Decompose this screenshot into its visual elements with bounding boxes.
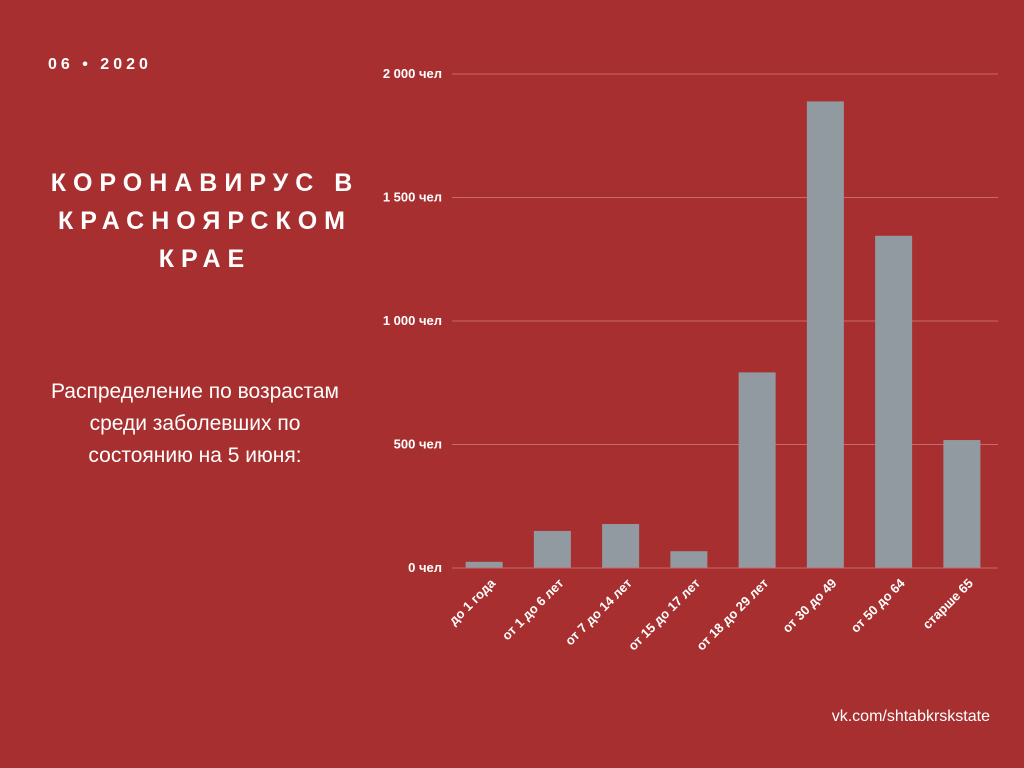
bar <box>806 101 844 569</box>
chart-description: Распределение по возрастам среди заболев… <box>20 376 370 472</box>
bar <box>602 524 640 568</box>
y-tick-label: 1 000 чел <box>383 313 442 328</box>
x-tick-label: от 18 до 29 лет <box>693 576 771 654</box>
x-tick-label: от 50 до 64 <box>848 575 909 636</box>
headline-line-1: КОРОНАВИРУС В <box>50 169 360 197</box>
x-tick-label: от 1 до 6 лет <box>499 576 567 644</box>
bar <box>943 440 981 568</box>
source-link[interactable]: vk.com/shtabkrskstate <box>831 708 990 725</box>
headline-line-3: КРАЕ <box>158 245 252 273</box>
date-label: 06 • 2020 <box>48 56 152 73</box>
description-line-3: состоянию на 5 июня: <box>88 444 302 467</box>
bar <box>670 551 708 568</box>
bar <box>738 372 776 568</box>
x-tick-label: от 15 до 17 лет <box>625 576 703 654</box>
bar <box>533 530 571 568</box>
headline-line-2: КРАСНОЯРСКОМ <box>58 207 352 235</box>
x-tick-label: от 30 до 49 <box>779 576 839 636</box>
headline: КОРОНАВИРУС В КРАСНОЯРСКОМ КРАЕ <box>30 164 380 278</box>
bar <box>875 235 913 568</box>
y-tick-label: 500 чел <box>394 437 442 452</box>
x-tick-label: от 7 до 14 лет <box>562 576 635 649</box>
y-tick-label: 1 500 чел <box>383 190 442 205</box>
bar <box>465 561 503 568</box>
y-tick-label: 2 000 чел <box>383 66 442 81</box>
description-line-2: среди заболевших по <box>89 412 301 435</box>
x-tick-label: старше 65 <box>919 576 976 633</box>
description-line-1: Распределение по возрастам <box>50 380 339 403</box>
y-tick-label: 0 чел <box>408 560 442 575</box>
x-tick-label: до 1 года <box>446 575 499 628</box>
